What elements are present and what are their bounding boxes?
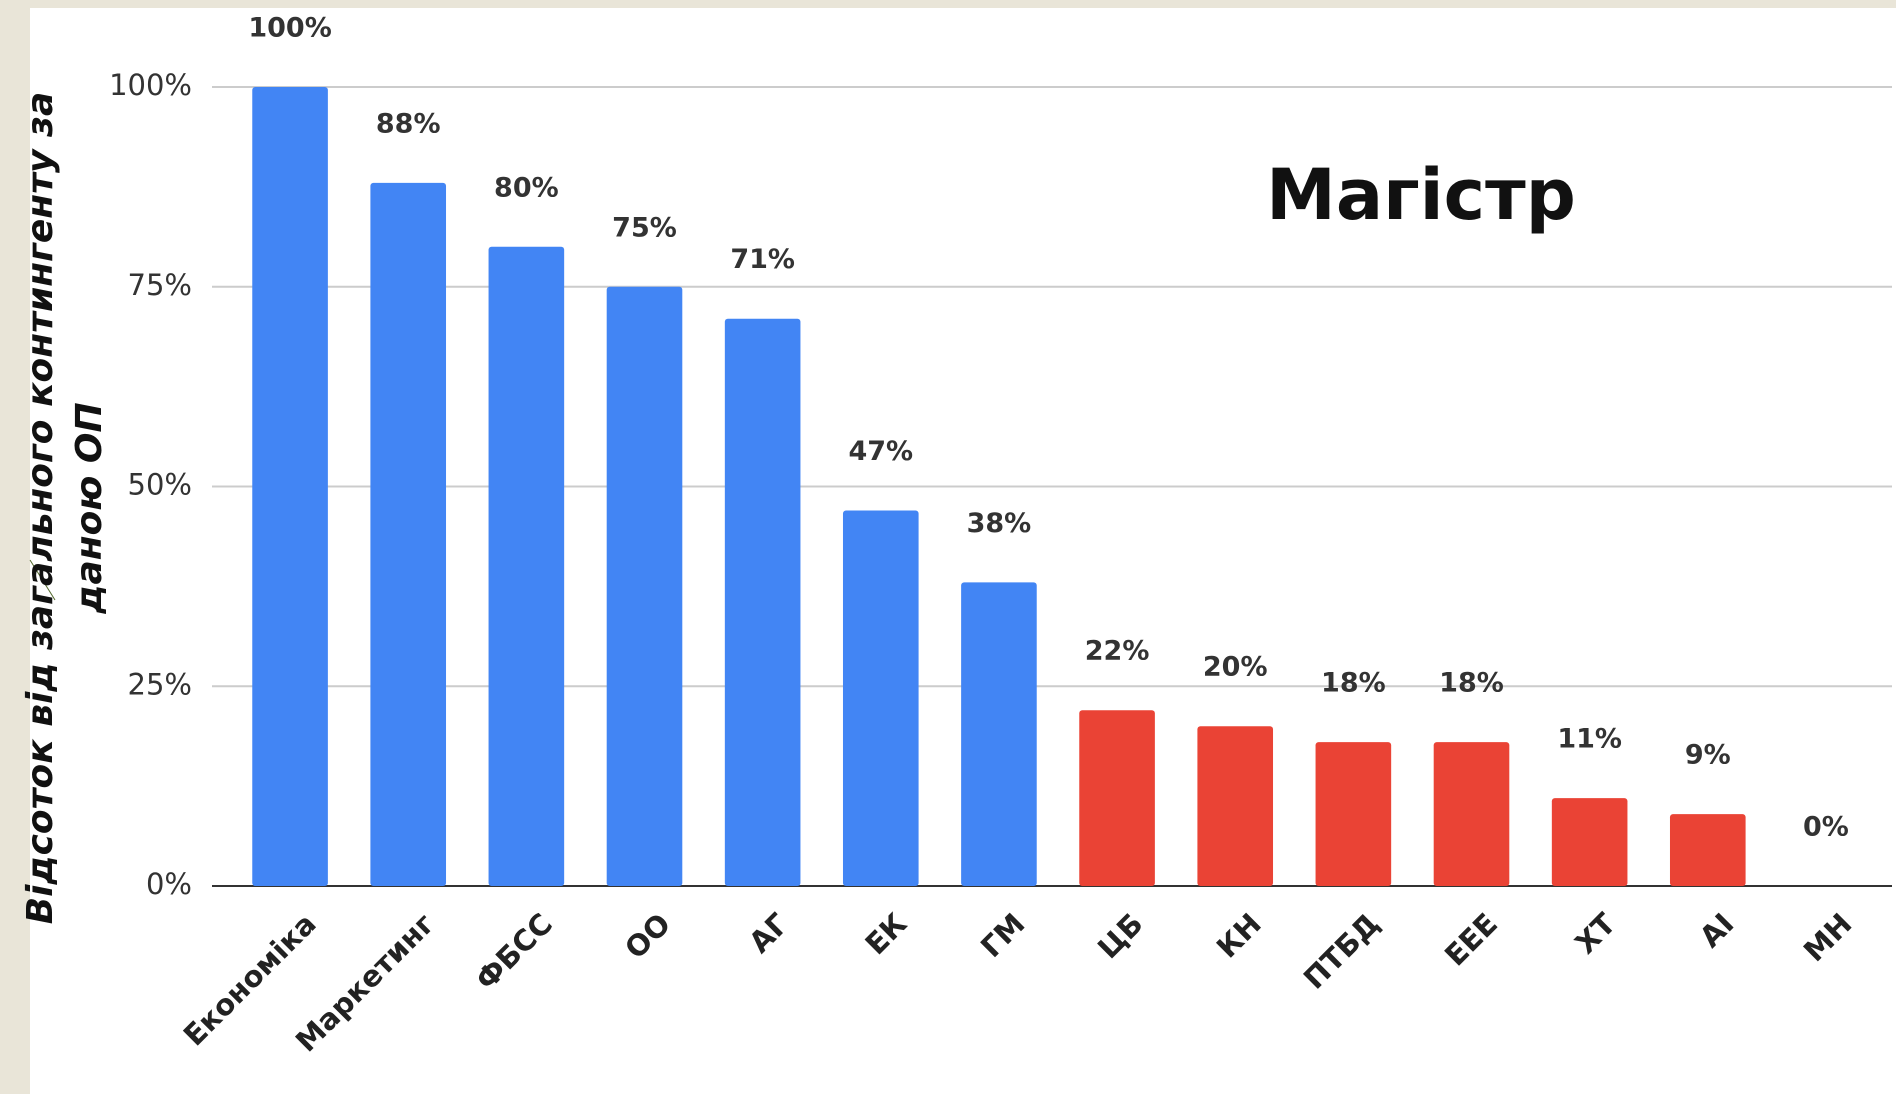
value-label: 18%	[1321, 668, 1386, 699]
y-tick-label: 50%	[128, 468, 192, 502]
bar	[1079, 710, 1155, 886]
value-label: 11%	[1557, 724, 1622, 755]
value-label: 0%	[1803, 812, 1849, 843]
bar	[1669, 814, 1746, 886]
y-tick-label: 75%	[128, 268, 192, 302]
bar	[606, 286, 683, 886]
bar	[1315, 742, 1392, 886]
value-label: 22%	[1085, 636, 1150, 667]
value-label: 38%	[967, 508, 1032, 539]
value-label: 100%	[248, 13, 331, 44]
value-label: 47%	[848, 436, 913, 467]
annotation: Магістр	[1266, 154, 1576, 236]
bar	[724, 318, 801, 887]
value-label: 9%	[1685, 740, 1731, 771]
bar	[842, 510, 919, 886]
x-tick-label: КН	[1210, 907, 1268, 965]
x-tick-label: ПТБД	[1297, 907, 1386, 996]
value-label: 20%	[1203, 652, 1268, 683]
bar	[1197, 726, 1274, 886]
x-tick-label: ЕК	[859, 906, 914, 961]
x-tick-label: АГ	[742, 907, 795, 960]
value-label: 18%	[1439, 668, 1504, 699]
x-tick-label: АІ	[1693, 907, 1741, 955]
y-tick-label: 100%	[109, 68, 192, 102]
value-label: 75%	[612, 212, 677, 243]
x-tick-label: ОО	[618, 907, 677, 966]
frame-top	[0, 0, 1896, 8]
x-tick-label: МН	[1797, 907, 1859, 969]
y-axis-label: Відсоток від загального контингенту за	[20, 92, 61, 925]
bar	[488, 246, 565, 887]
bar	[1433, 742, 1510, 886]
bar	[1551, 798, 1628, 886]
value-label: 88%	[376, 108, 441, 139]
bar	[370, 182, 447, 886]
bar	[961, 582, 1037, 886]
bar	[252, 87, 328, 886]
x-tick-label: ФБСС	[469, 907, 559, 997]
x-tick-label: ГМ	[974, 907, 1032, 965]
frame-left	[0, 0, 30, 1094]
x-tick-label: ЦБ	[1091, 907, 1150, 966]
x-tick-label: ЕЕЕ	[1438, 907, 1504, 973]
y-tick-label: 25%	[128, 667, 192, 701]
y-axis-label: даною ОП	[69, 402, 110, 614]
x-tick-label: ХТ	[1568, 906, 1622, 960]
decor-line	[29, 559, 56, 601]
y-tick-label: 0%	[146, 867, 192, 901]
value-label: 80%	[494, 172, 559, 203]
value-label: 71%	[730, 244, 795, 275]
